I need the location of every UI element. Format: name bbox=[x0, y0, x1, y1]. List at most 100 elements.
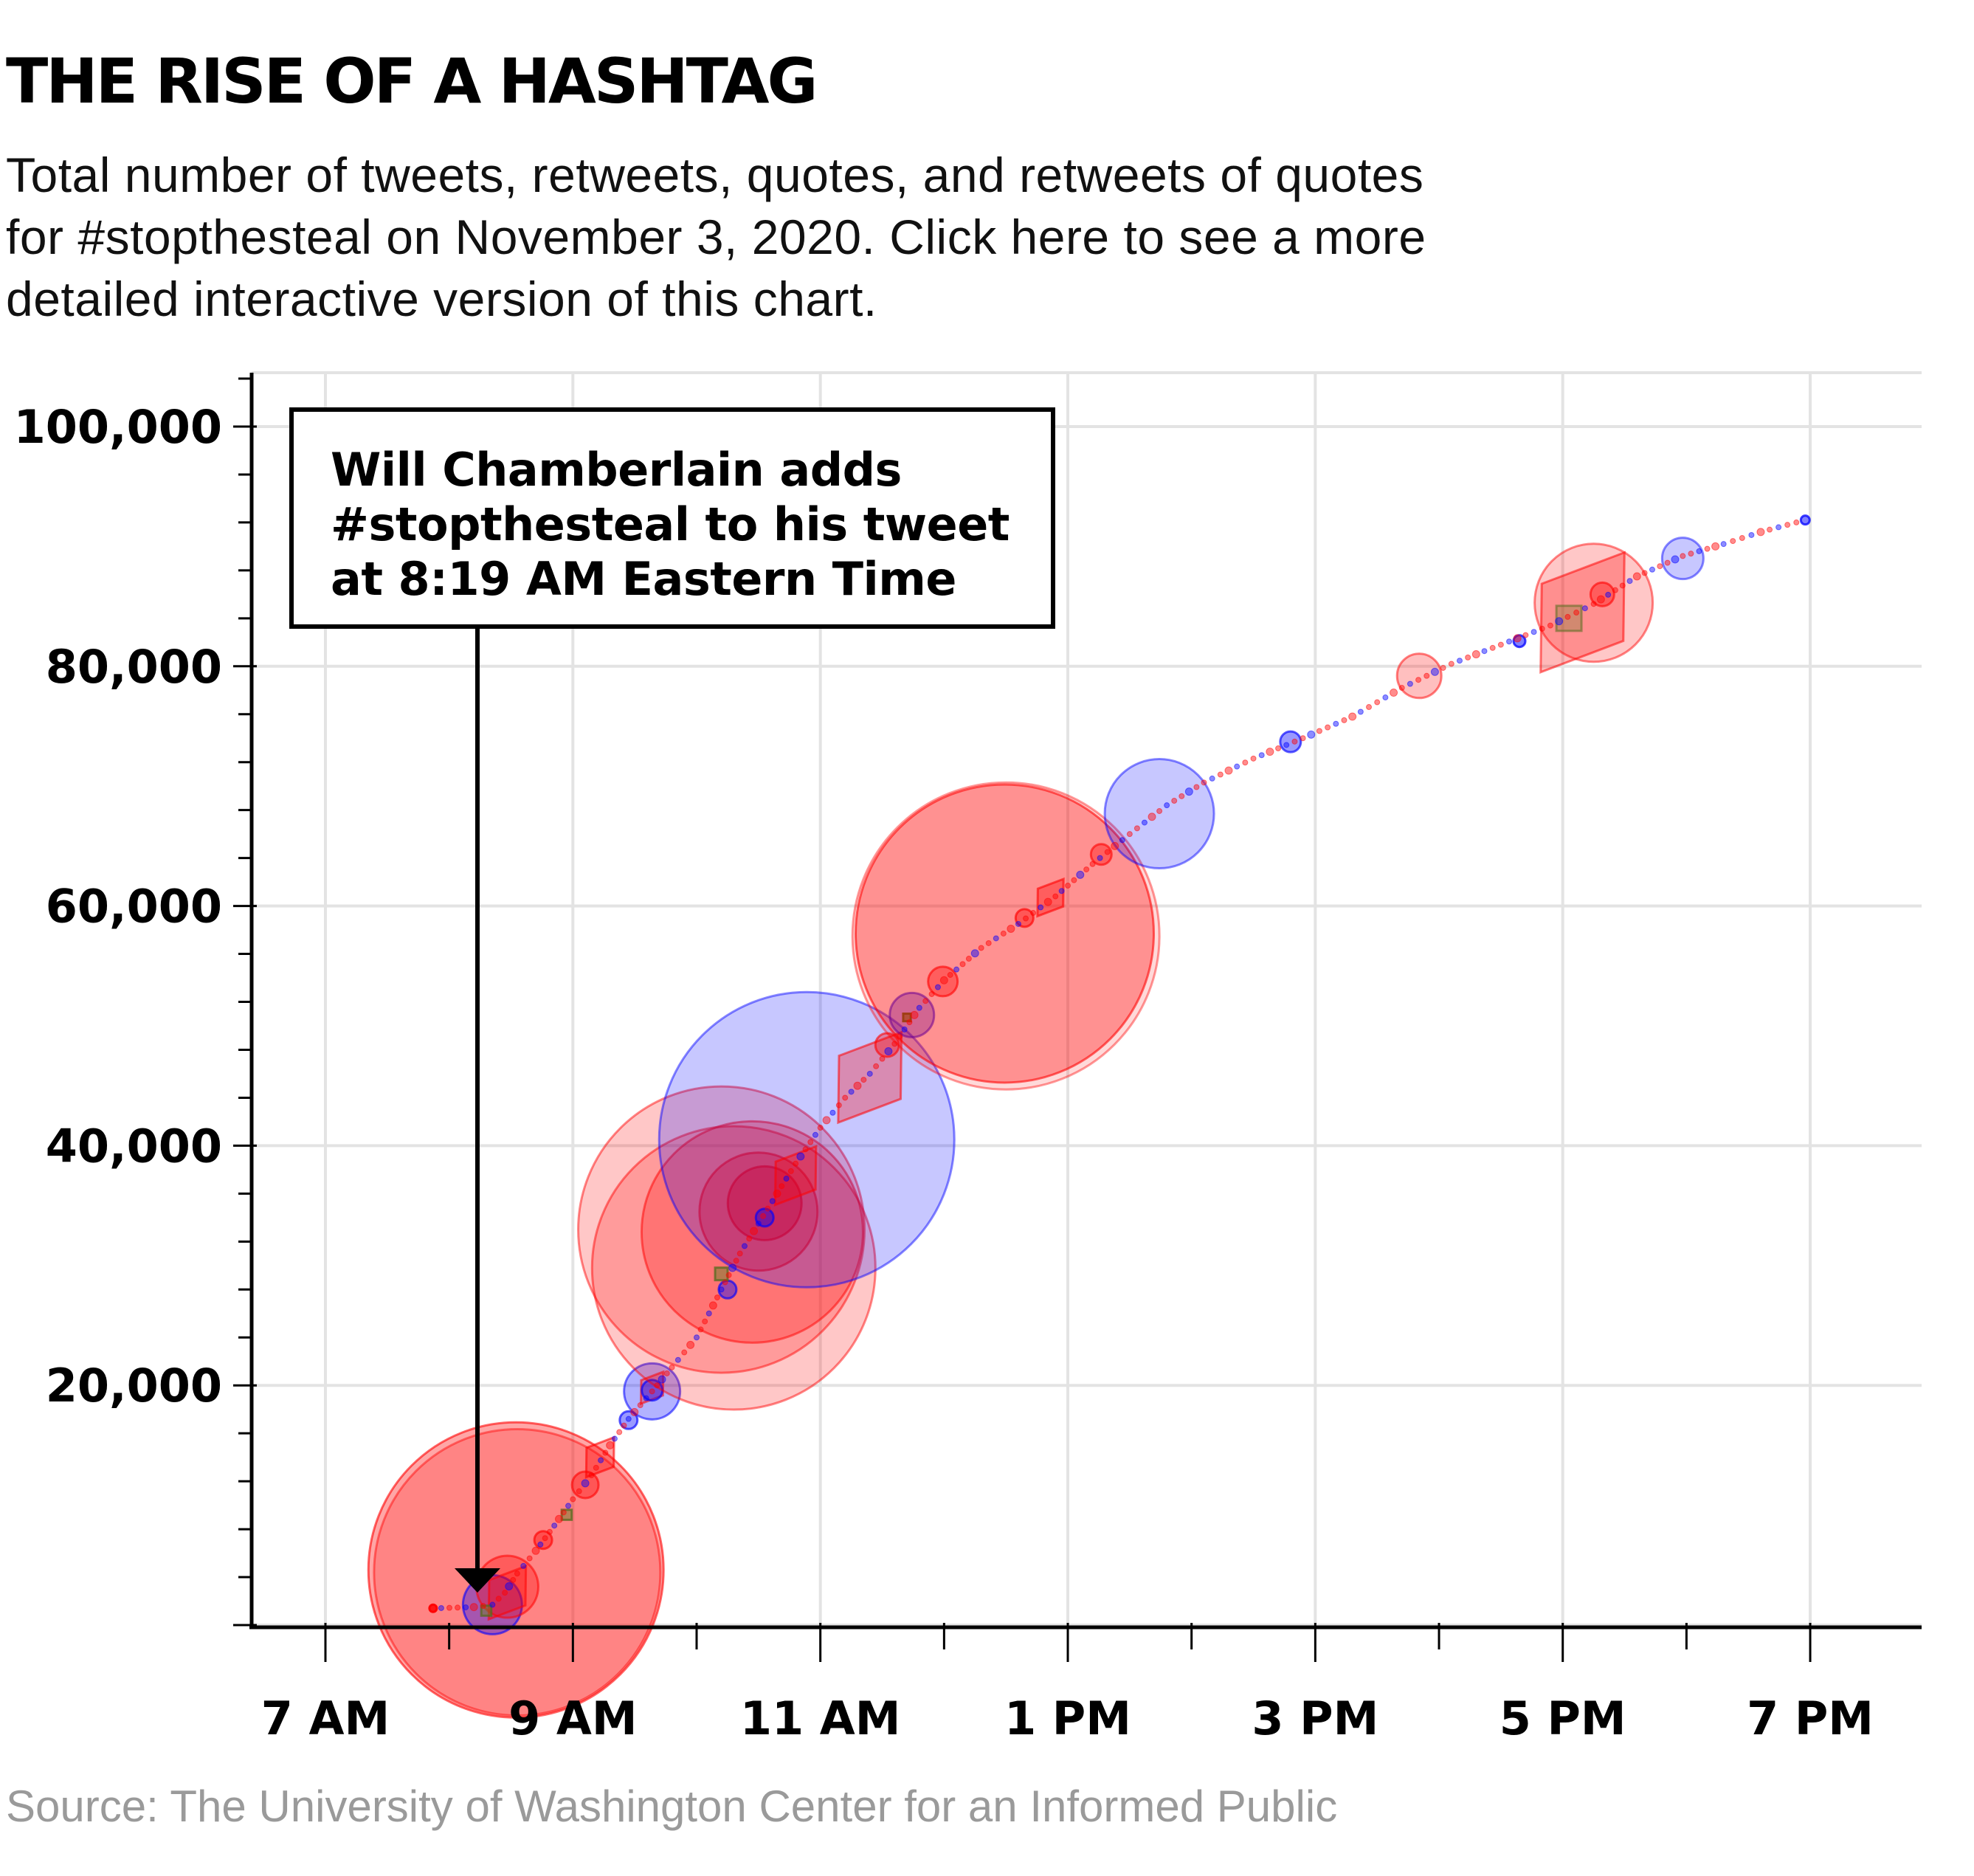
curve-point bbox=[1748, 531, 1755, 538]
curve-point bbox=[1023, 915, 1029, 922]
gridlines bbox=[252, 371, 1922, 1627]
curve-point bbox=[593, 1464, 599, 1471]
curve-point bbox=[1664, 559, 1671, 566]
curve-point bbox=[1000, 930, 1007, 937]
curve-point bbox=[702, 1318, 708, 1325]
curve-point bbox=[1171, 798, 1178, 804]
curve-point bbox=[714, 1294, 720, 1301]
curve-point bbox=[1224, 766, 1233, 775]
curve-point bbox=[755, 1220, 762, 1227]
curve-point bbox=[1341, 717, 1347, 723]
data-marker-square bbox=[714, 1266, 729, 1282]
curve-point bbox=[1043, 897, 1052, 906]
x-axis-labels: 7 AM 9 AM 11 AM 1 PM 3 PM 5 PM 7 PM bbox=[261, 1691, 1874, 1745]
curve-point bbox=[985, 939, 992, 946]
curve-point bbox=[842, 1094, 849, 1101]
curve-point bbox=[429, 1604, 438, 1613]
curve-point bbox=[1382, 694, 1389, 701]
curve-point bbox=[588, 1472, 595, 1478]
curve-point bbox=[1775, 524, 1782, 531]
curve-point bbox=[551, 1522, 558, 1529]
curve-point bbox=[1590, 601, 1597, 607]
data-marker-circle bbox=[927, 965, 959, 998]
curve-point bbox=[674, 1356, 681, 1363]
curve-point bbox=[760, 1213, 767, 1219]
curve-point bbox=[1680, 553, 1686, 559]
data-marker-circle bbox=[590, 1125, 877, 1411]
curve-point bbox=[505, 1582, 514, 1590]
chart-subtitle[interactable]: Total number of tweets, retweets, quotes… bbox=[6, 144, 1777, 330]
curve-point bbox=[736, 1250, 743, 1257]
curve-point bbox=[554, 1514, 563, 1523]
curve-point bbox=[663, 1370, 670, 1376]
curve-point bbox=[649, 1388, 655, 1395]
curve-point bbox=[1539, 625, 1545, 632]
curve-point bbox=[1704, 545, 1711, 552]
curve-point bbox=[906, 1019, 913, 1026]
curve-point bbox=[708, 1301, 717, 1310]
curve-point bbox=[1083, 866, 1090, 873]
subtitle-line[interactable]: for #stopthesteal on November 3, 2020. C… bbox=[6, 210, 1426, 264]
curve-point bbox=[1141, 819, 1148, 826]
y-tick-label: 60,000 bbox=[46, 880, 222, 934]
curve-point bbox=[1071, 877, 1077, 883]
curve-point bbox=[922, 998, 929, 1004]
curve-point bbox=[1184, 787, 1193, 796]
curve-point bbox=[1497, 641, 1504, 648]
curve-point bbox=[873, 1063, 880, 1069]
curve-point bbox=[765, 1205, 771, 1212]
curve-point bbox=[1465, 654, 1471, 661]
curve-point bbox=[1730, 538, 1736, 545]
curve-point bbox=[1217, 771, 1224, 778]
curve-point bbox=[1201, 779, 1207, 786]
curve-point bbox=[606, 1441, 615, 1449]
curve-point bbox=[1242, 759, 1249, 766]
curve-point bbox=[1456, 658, 1463, 664]
data-marker-circle bbox=[1395, 652, 1443, 700]
curve-point bbox=[1089, 861, 1096, 867]
curve-point bbox=[1756, 528, 1765, 537]
curve-point bbox=[741, 1243, 748, 1249]
curve-point bbox=[1555, 617, 1564, 626]
curve-point bbox=[722, 1279, 728, 1286]
curve-point bbox=[934, 984, 941, 990]
curve-point bbox=[787, 1168, 794, 1174]
curve-point bbox=[1148, 813, 1156, 821]
curve-point bbox=[860, 1077, 867, 1083]
curve-point bbox=[1605, 591, 1612, 598]
curve-point bbox=[510, 1576, 517, 1583]
curve-point bbox=[1407, 680, 1413, 687]
curve-point bbox=[928, 990, 935, 997]
curve-point bbox=[733, 1258, 739, 1264]
curve-point bbox=[686, 1340, 695, 1349]
curve-point bbox=[1119, 837, 1125, 844]
curve-point bbox=[773, 1189, 781, 1198]
curve-point bbox=[978, 945, 984, 951]
x-tick-label: 7 PM bbox=[1747, 1691, 1874, 1745]
curve-point bbox=[625, 1415, 632, 1422]
curve-point bbox=[1506, 638, 1513, 645]
curve-point bbox=[1209, 775, 1215, 782]
curve-point bbox=[1632, 572, 1641, 581]
curve-point bbox=[1126, 831, 1133, 838]
curve-point bbox=[1266, 748, 1274, 756]
curve-point bbox=[1316, 728, 1322, 734]
subtitle-line: Total number of tweets, retweets, quotes… bbox=[6, 148, 1424, 202]
curve-point bbox=[1156, 807, 1163, 814]
y-tick-label: 80,000 bbox=[46, 640, 222, 694]
source-note: Source: The University of Washington Cen… bbox=[6, 1782, 1338, 1831]
curve-point bbox=[1619, 582, 1626, 589]
curve-point bbox=[1291, 738, 1298, 745]
curve-point bbox=[1015, 920, 1021, 927]
data-marker-circle bbox=[577, 1085, 866, 1374]
curve-point bbox=[1641, 570, 1648, 576]
curve-point bbox=[1626, 578, 1633, 584]
curve-point bbox=[1793, 519, 1800, 525]
curve-point bbox=[495, 1596, 502, 1602]
curve-point bbox=[463, 1604, 469, 1610]
curve-point bbox=[669, 1364, 675, 1370]
curve-point bbox=[542, 1535, 548, 1542]
y-tick-label: 40,000 bbox=[46, 1119, 222, 1173]
curve-point bbox=[959, 961, 966, 968]
